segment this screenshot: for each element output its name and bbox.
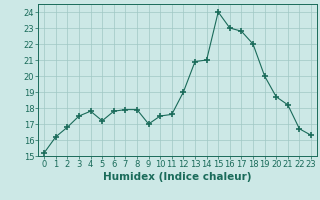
X-axis label: Humidex (Indice chaleur): Humidex (Indice chaleur) — [103, 172, 252, 182]
